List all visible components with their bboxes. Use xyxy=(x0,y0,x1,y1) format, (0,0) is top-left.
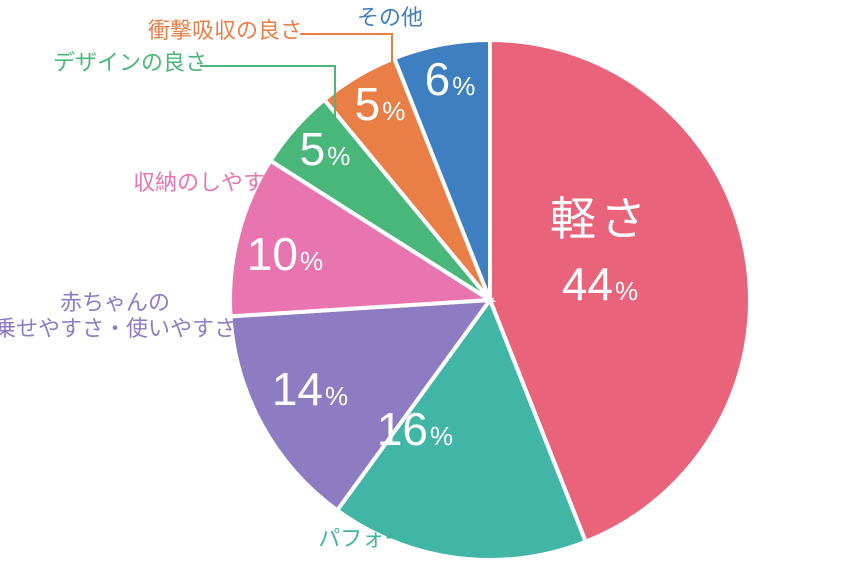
ext-label-ease: 赤ちゃんの乗せやすさ・使いやすさ xyxy=(0,290,236,341)
ext-label-design: デザインの良さ xyxy=(53,50,207,75)
ext-label-storage: 収納のしやすさ xyxy=(133,170,287,195)
ext-label-shock: 衝撃吸収の良さ xyxy=(148,18,302,43)
ext-label-other: その他 xyxy=(357,5,423,30)
slice-label-lightness: 軽さ xyxy=(550,193,650,245)
pie-chart: 軽さ44%16%14%10%5%5%6%コストパフォーマンス赤ちゃんの乗せやすさ… xyxy=(0,0,854,582)
